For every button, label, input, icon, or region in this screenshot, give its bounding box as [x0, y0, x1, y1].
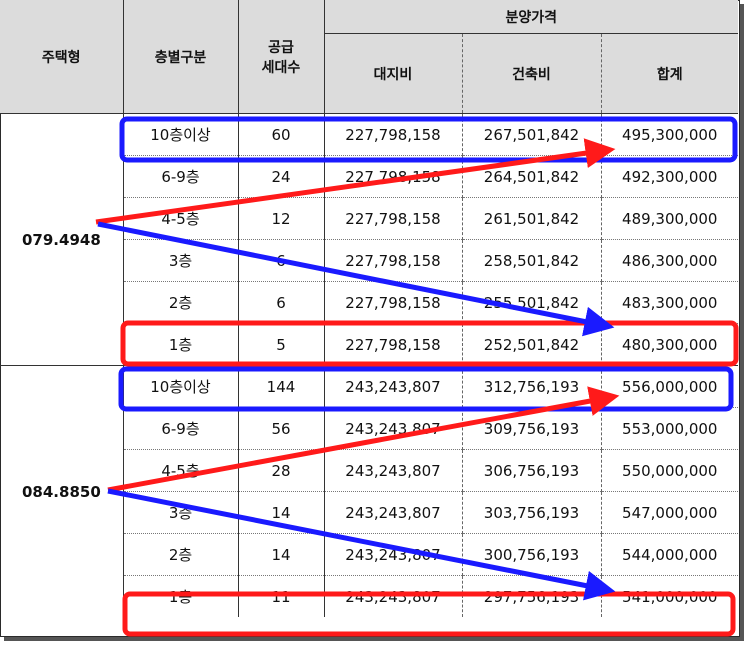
building-cost-cell: 303,756,193: [462, 491, 602, 534]
building-cost-cell: 267,501,842: [462, 113, 602, 156]
units-cell: 14: [238, 533, 325, 576]
units-cell: 24: [238, 155, 325, 198]
sale-price-table: 주택형 층별구분 공급 세대수 분양가격 대지비 건축비 합계 079.4948…: [0, 0, 738, 617]
total-cell: 483,300,000: [601, 281, 738, 324]
housing-type-cell: 079.4948: [0, 113, 124, 366]
building-cost-cell: 309,756,193: [462, 407, 602, 450]
building-cost-cell: 264,501,842: [462, 155, 602, 198]
land-cost-cell: 227,798,158: [324, 113, 463, 156]
total-cell: 489,300,000: [601, 197, 738, 240]
land-cost-cell: 227,798,158: [324, 239, 463, 282]
units-cell: 56: [238, 407, 325, 450]
header-supply-units-line2: 세대수: [261, 59, 301, 76]
units-cell: 11: [238, 575, 325, 617]
header-supply-units: 공급 세대수: [238, 0, 325, 114]
total-cell: 547,000,000: [601, 491, 738, 534]
building-cost-cell: 300,756,193: [462, 533, 602, 576]
units-cell: 6: [238, 239, 325, 282]
land-cost-cell: 243,243,807: [324, 365, 463, 408]
total-cell: 541,000,000: [622, 587, 718, 606]
floor-cell: 2층: [123, 281, 239, 324]
building-cost-cell: 312,756,193: [462, 365, 602, 408]
floor-cell: 4-5층: [123, 197, 239, 240]
header-total: 합계: [601, 33, 738, 114]
floor-cell: 3층: [123, 491, 239, 534]
floor-cell: 6-9층: [123, 155, 239, 198]
housing-type-cell: 084.8850: [0, 365, 124, 617]
total-cell: 556,000,000: [601, 365, 738, 408]
land-cost-cell: 227,798,158: [324, 155, 463, 198]
total-cell: 553,000,000: [601, 407, 738, 450]
floor-cell: 1층: [123, 575, 239, 617]
total-cell: 480,300,000: [601, 323, 738, 366]
floor-cell: 4-5층: [123, 449, 239, 492]
building-cost-cell: 297,756,193: [462, 575, 602, 617]
floor-cell: 10층이상: [123, 113, 239, 156]
floor-cell: 3층: [123, 239, 239, 282]
land-cost-cell: 227,798,158: [324, 197, 463, 240]
header-building-cost: 건축비: [462, 33, 602, 114]
header-floor-division: 층별구분: [123, 0, 239, 114]
building-cost-cell: 258,501,842: [462, 239, 602, 282]
units-cell: 28: [238, 449, 325, 492]
building-cost-cell: 306,756,193: [462, 449, 602, 492]
header-sale-price: 분양가격: [324, 0, 738, 34]
land-cost-cell: 243,243,807: [324, 575, 463, 617]
units-cell: 144: [238, 365, 325, 408]
building-cost-cell: 255,501,842: [462, 281, 602, 324]
units-cell: 12: [238, 197, 325, 240]
land-cost-cell: 243,243,807: [324, 407, 463, 450]
total-cell: 492,300,000: [601, 155, 738, 198]
total-cell: 550,000,000: [601, 449, 738, 492]
units-cell: 6: [238, 281, 325, 324]
land-cost-cell: 227,798,158: [324, 323, 463, 366]
units-cell: 14: [238, 491, 325, 534]
header-housing-type: 주택형: [0, 0, 124, 114]
land-cost-cell: 243,243,807: [324, 533, 463, 576]
floor-cell: 10층이상: [123, 365, 239, 408]
land-cost-cell: 243,243,807: [324, 491, 463, 534]
land-cost-cell: 227,798,158: [324, 281, 463, 324]
land-cost-cell: 243,243,807: [324, 449, 463, 492]
total-cell: 486,300,000: [601, 239, 738, 282]
units-cell: 60: [238, 113, 325, 156]
units-cell: 5: [238, 323, 325, 366]
building-cost-cell: 252,501,842: [462, 323, 602, 366]
floor-cell: 2층: [123, 533, 239, 576]
total-cell: 495,300,000: [601, 113, 738, 156]
floor-cell: 1층: [123, 323, 239, 366]
header-supply-units-line1: 공급: [268, 39, 294, 56]
building-cost-cell: 261,501,842: [462, 197, 602, 240]
header-land-cost: 대지비: [324, 33, 463, 114]
floor-cell: 6-9층: [123, 407, 239, 450]
total-cell: 544,000,000: [601, 533, 738, 576]
